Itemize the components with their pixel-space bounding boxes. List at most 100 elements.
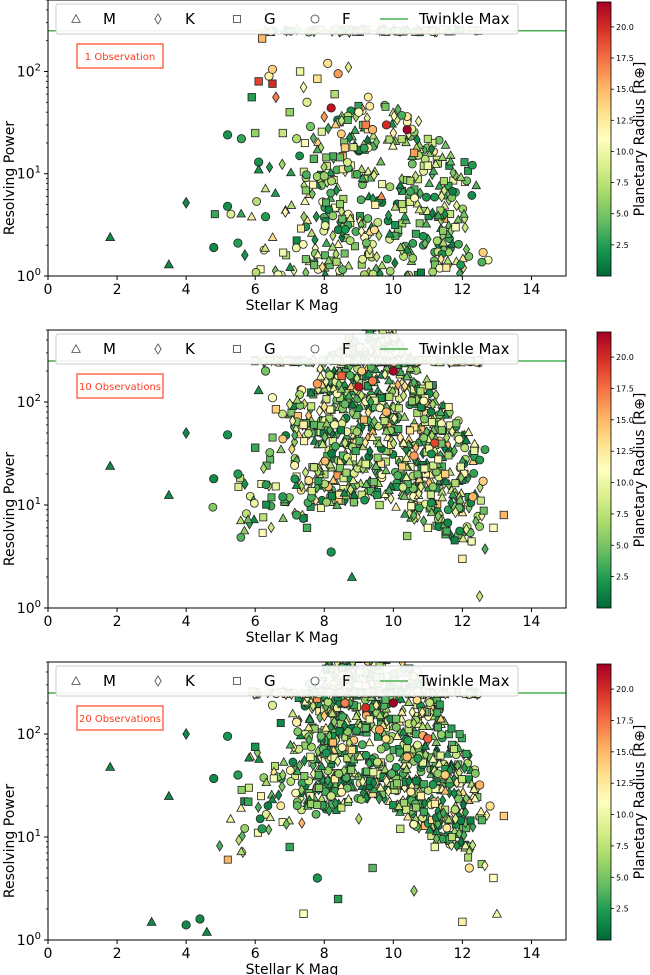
data-point <box>440 770 450 780</box>
legend-label: F <box>342 340 351 358</box>
data-point <box>295 151 305 161</box>
data-point <box>364 626 372 634</box>
data-point <box>268 433 277 442</box>
data-point <box>340 143 350 152</box>
data-point <box>301 255 310 264</box>
data-point <box>209 242 219 253</box>
data-point <box>403 531 412 541</box>
data-point <box>285 262 295 271</box>
data-point <box>443 505 453 515</box>
data-point <box>244 783 253 792</box>
data-point <box>309 180 318 189</box>
data-point <box>321 431 329 443</box>
x-tick-label: 12 <box>453 282 471 298</box>
x-tick-label: 10 <box>384 614 402 630</box>
data-point <box>346 381 356 391</box>
data-point <box>315 371 326 381</box>
data-point <box>354 632 361 639</box>
data-point <box>375 782 386 792</box>
data-point <box>388 366 398 376</box>
data-points <box>105 34 488 269</box>
data-point <box>430 438 440 448</box>
data-point <box>400 508 410 518</box>
data-point <box>285 108 294 117</box>
data-point <box>326 188 336 198</box>
data-point <box>347 639 355 647</box>
colorbar-tick-label: 12.5 <box>616 116 634 125</box>
data-point <box>477 816 486 825</box>
data-point <box>323 766 333 776</box>
data-point <box>441 476 451 486</box>
data-point <box>382 774 391 787</box>
data-point <box>305 734 313 746</box>
data-point <box>361 479 372 488</box>
data-point <box>430 799 439 808</box>
data-point <box>236 802 246 812</box>
data-point <box>292 394 303 404</box>
data-point <box>374 725 385 735</box>
legend-label: Twinkle Max <box>418 672 510 690</box>
data-point <box>330 90 339 99</box>
data-point <box>357 740 367 749</box>
data-point <box>364 626 371 633</box>
data-point <box>369 768 378 777</box>
data-point <box>365 634 372 641</box>
data-point <box>362 662 365 664</box>
data-point <box>374 317 381 324</box>
annotation-text: 10 Observations <box>79 382 161 393</box>
data-point <box>427 449 436 459</box>
x-tick-label: 8 <box>320 614 329 630</box>
data-point <box>376 191 387 200</box>
data-point <box>357 389 366 402</box>
colorbar-gradient <box>596 331 612 609</box>
data-point <box>363 319 371 327</box>
data-point <box>467 537 476 546</box>
data-point <box>356 195 366 205</box>
data-point <box>407 159 417 169</box>
data-point <box>463 427 474 436</box>
data-point <box>391 640 398 647</box>
data-point <box>302 97 312 107</box>
data-point <box>361 330 370 331</box>
data-point <box>344 390 354 400</box>
data-point <box>381 368 389 381</box>
legend-label: F <box>342 672 351 690</box>
data-point <box>476 481 484 494</box>
colorbar-gradient <box>596 663 612 941</box>
data-point <box>412 803 421 812</box>
data-point <box>338 265 348 275</box>
data-point <box>286 200 297 209</box>
data-point <box>209 773 219 784</box>
y-tick-label: 100 <box>17 599 41 617</box>
data-point <box>420 464 429 473</box>
legend-label: K <box>185 10 196 28</box>
data-point <box>369 312 377 320</box>
data-point <box>327 708 338 718</box>
data-point <box>436 730 446 740</box>
data-point <box>381 465 391 475</box>
data-point <box>479 506 488 515</box>
data-point <box>396 693 406 703</box>
data-point <box>313 800 322 809</box>
data-point <box>462 792 470 805</box>
data-point <box>290 474 300 484</box>
data-point <box>241 249 249 262</box>
data-point <box>413 740 422 750</box>
data-point <box>377 260 387 270</box>
data-point <box>361 724 370 732</box>
data-point <box>222 201 233 211</box>
data-point <box>325 459 336 469</box>
axes-frame <box>47 661 567 941</box>
data-point <box>375 500 384 510</box>
data-point <box>442 823 452 833</box>
data-point <box>432 389 440 401</box>
data-point <box>469 438 480 448</box>
data-point <box>377 330 383 331</box>
data-point <box>298 817 306 829</box>
data-point <box>396 431 405 444</box>
data-point <box>384 785 392 798</box>
data-point <box>331 441 340 451</box>
data-point <box>406 426 415 435</box>
data-point <box>399 389 408 402</box>
data-point <box>456 260 466 270</box>
